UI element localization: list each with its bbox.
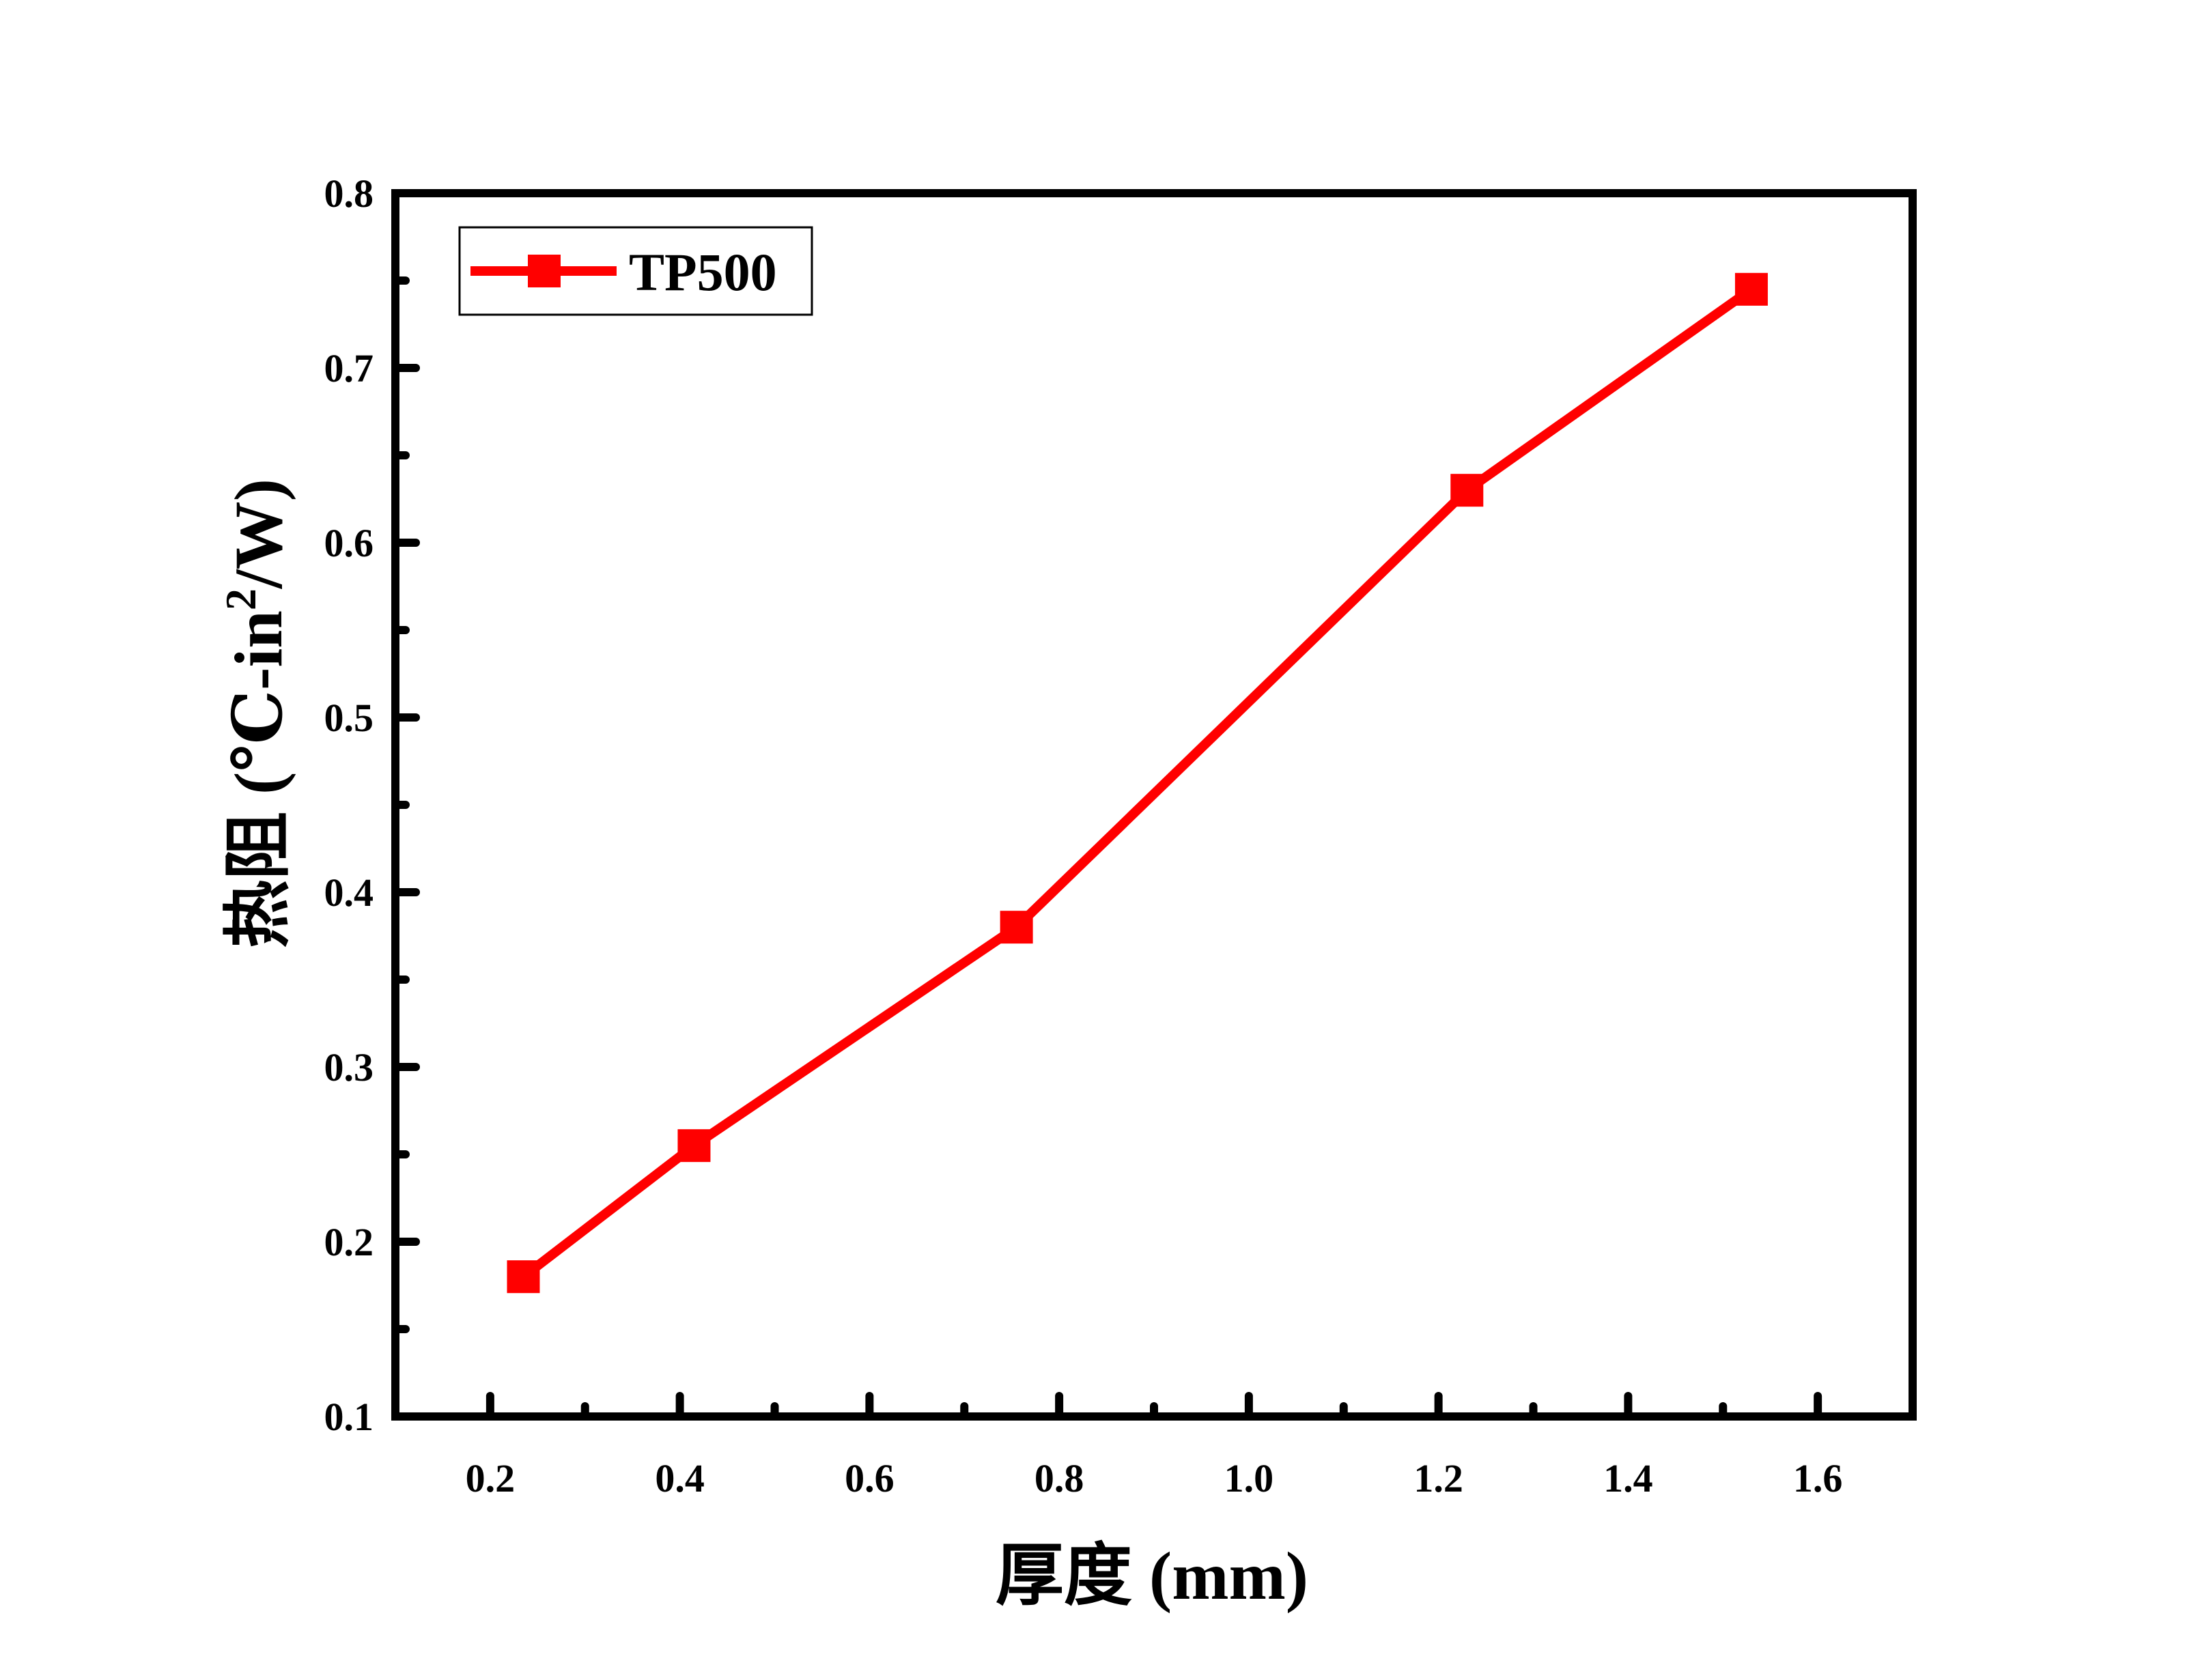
y-tick-label: 0.4 (324, 870, 374, 915)
plot-frame (391, 189, 1917, 1421)
legend-label: TP500 (629, 242, 777, 302)
x-tick-label: 1.0 (1224, 1456, 1274, 1500)
x-tick-label: 1.2 (1413, 1456, 1463, 1500)
x-tick-label: 0.6 (845, 1456, 895, 1500)
plot-area: 0.2 0.4 0.6 0.8 1.0 1.2 1.4 1.6 0.1 0.2 0.3 0.4 0.5 0… (324, 171, 1917, 1500)
y-tick-label: 0.5 (324, 696, 374, 740)
data-point (677, 1129, 711, 1163)
y-tick-label: 0.8 (324, 171, 374, 216)
data-point (1450, 474, 1484, 507)
series-line-0 (520, 285, 1754, 1281)
x-tick-label: 1.4 (1603, 1456, 1653, 1500)
y-tick-label: 0.2 (324, 1220, 374, 1264)
x-tick-label: 1.6 (1793, 1456, 1843, 1500)
y-tick-label: 0.1 (324, 1395, 374, 1439)
x-tick-label: 0.8 (1034, 1456, 1084, 1500)
x-axis-label: 厚度 (mm) (996, 1538, 1308, 1614)
x-tick-label: 0.4 (655, 1456, 705, 1500)
data-point (1000, 911, 1033, 944)
data-point (507, 1260, 540, 1294)
x-tick-label: 0.2 (466, 1456, 516, 1500)
y-tick-label: 0.3 (324, 1045, 374, 1090)
y-tick-label: 0.7 (324, 346, 374, 390)
y-axis-label: 热阻 (℃-in2/W) (216, 479, 296, 948)
legend-marker (528, 255, 561, 287)
y-tick-label: 0.6 (324, 521, 374, 565)
y-axis-title: 热阻 (℃-in2/W) (216, 479, 296, 948)
data-point (1734, 272, 1768, 306)
